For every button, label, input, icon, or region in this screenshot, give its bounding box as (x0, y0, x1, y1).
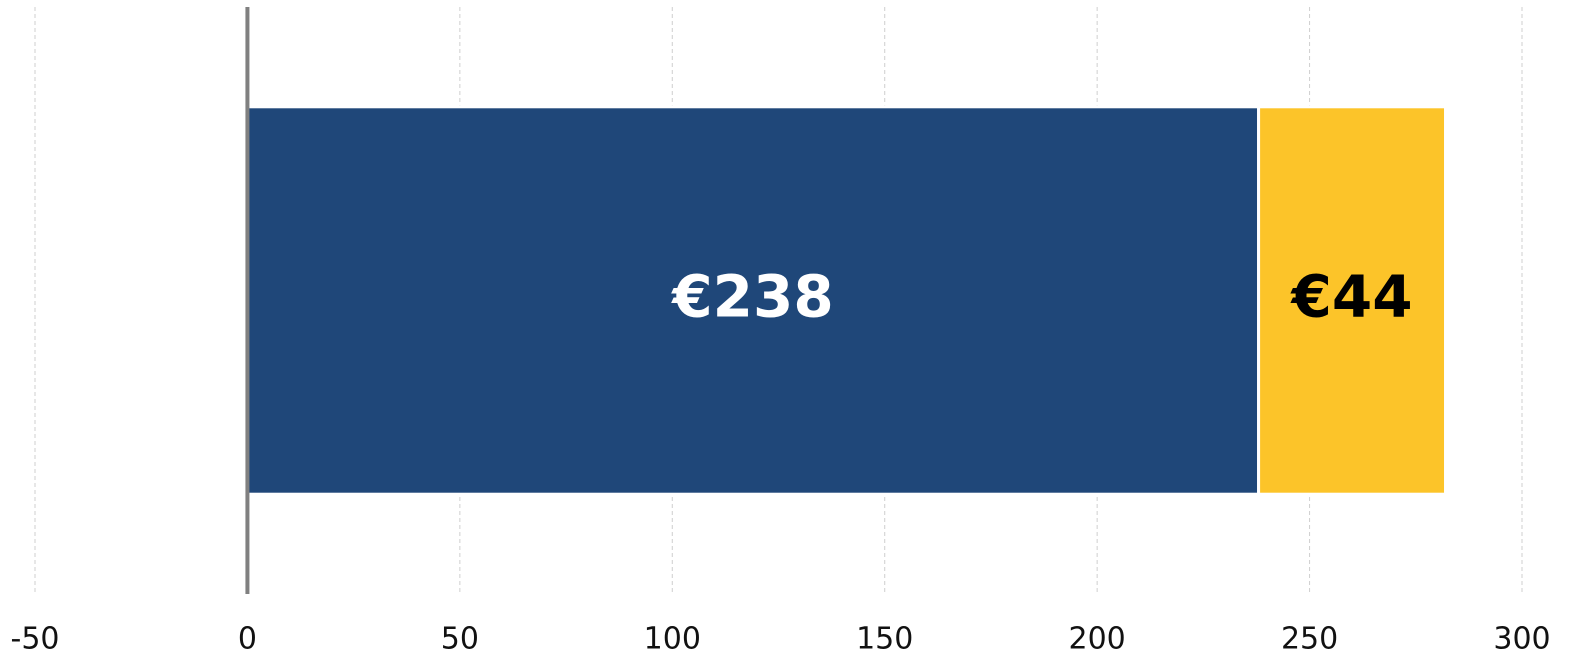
x-tick-label: 50 (441, 622, 479, 657)
x-tick-label: 200 (1069, 622, 1126, 657)
value-label: €44 (1290, 263, 1413, 331)
bar-segment (1257, 105, 1448, 496)
x-tick-label: 150 (856, 622, 913, 657)
bar-segment (245, 105, 1261, 496)
x-tick-label: 300 (1493, 622, 1550, 657)
value-label: €238 (670, 263, 833, 331)
x-tick-label: 250 (1281, 622, 1338, 657)
x-tick-label: 100 (644, 622, 701, 657)
x-tick-label: 0 (238, 622, 257, 657)
x-tick-label: -50 (11, 622, 60, 657)
